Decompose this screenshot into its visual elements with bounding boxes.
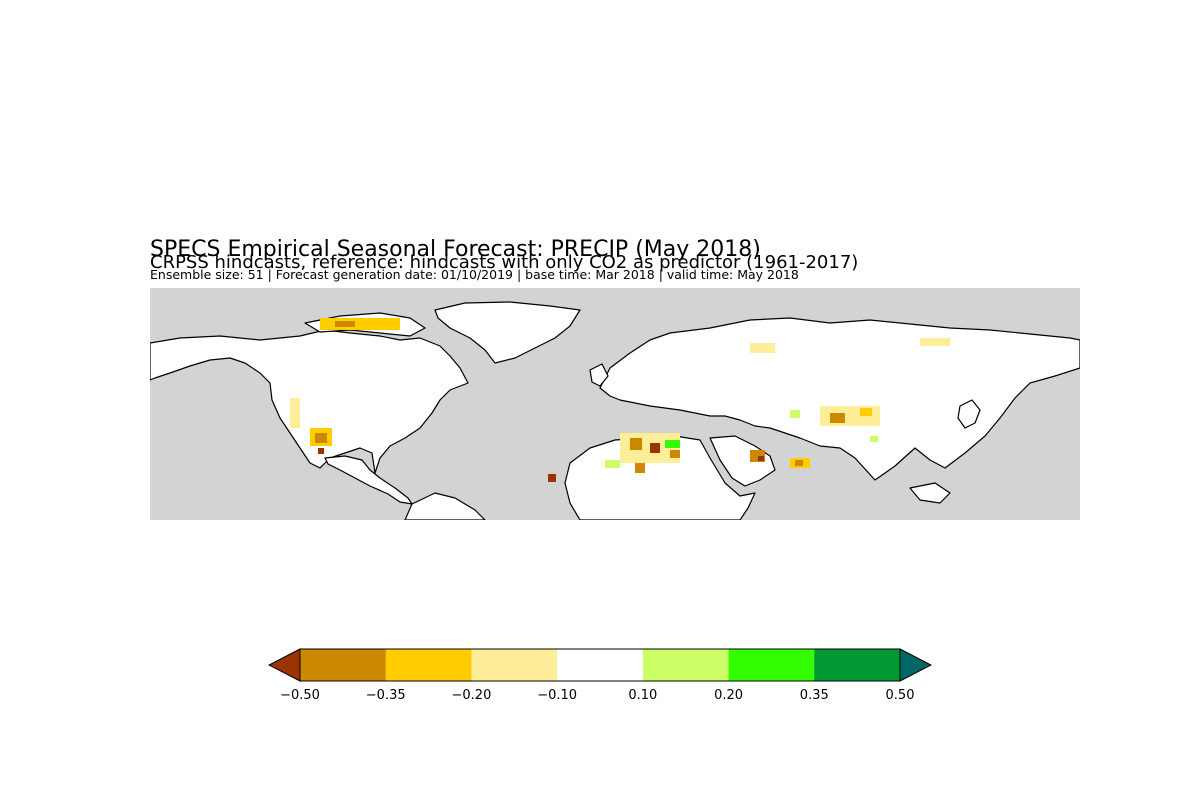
colorbar-segment: [557, 649, 644, 681]
colorbar-tick-label: 0.20: [714, 688, 744, 703]
colorbar-tick-label: 0.35: [799, 688, 829, 703]
forecast-info: Ensemble size: 51 | Forecast generation …: [150, 267, 799, 282]
japan: [957, 399, 981, 429]
north-america: [150, 329, 469, 474]
colorbar-segment: [814, 649, 901, 681]
world-map: [150, 288, 1080, 520]
map-title: SPECS Empirical Seasonal Forecast: PRECI…: [150, 237, 761, 262]
colorbar-tick-label: −0.20: [451, 688, 492, 703]
british-isles: [589, 363, 609, 387]
greenland: [434, 301, 581, 364]
se-asia-islands: [909, 482, 951, 504]
colorbar-labels: −0.50 −0.35 −0.20 −0.10 0.10 0.20 0.35 0.50: [0, 688, 1200, 708]
colorbar-segment: [642, 649, 730, 681]
map-subtitle: CRPSS hindcasts, reference: hindcasts wi…: [150, 252, 859, 273]
colorbar: [268, 648, 932, 682]
colorbar-segment: [300, 649, 387, 681]
colorbar-segment: [471, 649, 558, 681]
south-america: [404, 492, 486, 520]
colorbar-tick-label: 0.50: [885, 688, 915, 703]
colorbar-under-arrow: [268, 648, 301, 682]
colorbar-tick-label: −0.10: [537, 688, 578, 703]
colorbar-segment: [385, 649, 472, 681]
eurasia: [599, 317, 1080, 481]
colorbar-over-arrow: [899, 648, 932, 682]
colorbar-tick-label: −0.35: [365, 688, 406, 703]
arabian-peninsula: [709, 435, 776, 487]
colorbar-segment: [728, 649, 815, 681]
colorbar-tick-label: −0.50: [280, 688, 320, 703]
colorbar-tick-label: 0.10: [628, 688, 658, 703]
